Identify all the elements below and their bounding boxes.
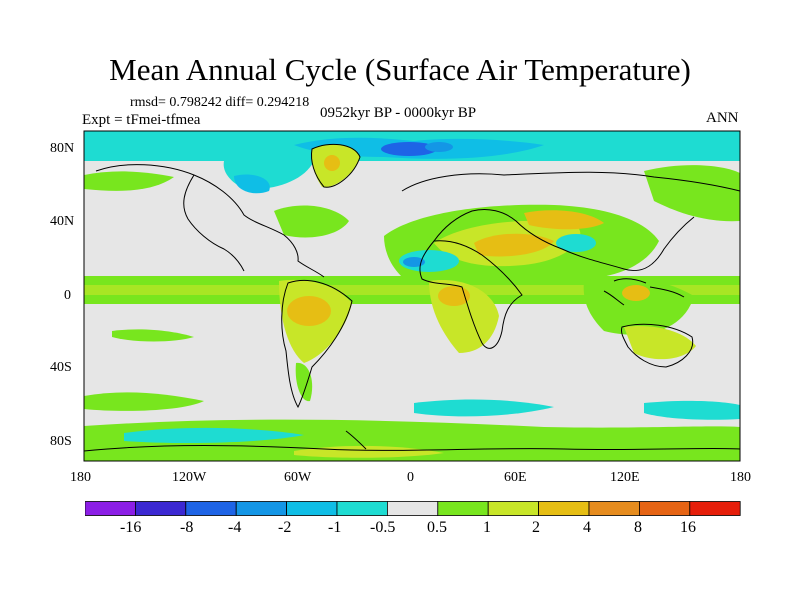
s-pacific-warm xyxy=(112,329,194,342)
amazon-warm-core xyxy=(287,296,331,326)
colorbar-label: -2 xyxy=(278,519,292,536)
colorbar-swatch xyxy=(639,501,691,516)
north-atlantic-cool-core xyxy=(234,174,270,194)
colorbar-label: -0.5 xyxy=(370,519,396,536)
colorbar-swatch xyxy=(336,501,388,516)
n-africa-cool-core xyxy=(403,257,425,267)
colorbar-swatch xyxy=(588,501,640,516)
temperature-difference-map xyxy=(83,130,741,462)
colorbar-label: -4 xyxy=(228,519,242,536)
colorbar-label: -16 xyxy=(120,519,142,536)
arctic-strong-cool xyxy=(381,142,437,156)
plot-title: Mean Annual Cycle (Surface Air Temperatu… xyxy=(109,52,691,87)
colorbar-swatch xyxy=(689,501,741,516)
indonesia-warm-core xyxy=(622,285,650,301)
central-asia-warm xyxy=(524,210,604,230)
southern-ocean-cool xyxy=(414,399,554,417)
colorbar-label: -8 xyxy=(180,519,194,536)
lat-label-40n: 40N xyxy=(50,214,75,229)
ross-sea-cool xyxy=(124,427,304,443)
colorbar-swatch xyxy=(286,501,338,516)
colorbar-label: 8 xyxy=(634,519,642,536)
colorbar-swatch xyxy=(538,501,590,516)
colorbar-label: 16 xyxy=(680,519,696,536)
lat-label-eq: 0 xyxy=(64,288,71,303)
n-america-warm xyxy=(274,205,349,238)
lon-label-60w: 60W xyxy=(284,470,312,485)
colorbar-swatch xyxy=(85,501,136,516)
colorbar-label: 0.5 xyxy=(427,519,447,536)
colorbar-label: 2 xyxy=(532,519,540,536)
patagonia-warm xyxy=(295,362,313,402)
colorbar-swatch xyxy=(487,501,540,516)
colorbar-swatch xyxy=(135,501,187,516)
colorbar-swatch xyxy=(185,501,237,516)
map-frame xyxy=(83,130,741,462)
colorbar-label: 1 xyxy=(483,519,491,536)
australia-warm xyxy=(624,325,696,360)
experiment-label: Expt = tFmei-tfmea xyxy=(82,112,201,128)
lat-label-80n: 80N xyxy=(50,141,75,156)
coastlines xyxy=(83,143,741,452)
time-period-label: 0952kyr BP - 0000kyr BP xyxy=(320,105,477,121)
lon-label-60e: 60E xyxy=(504,470,527,485)
tropical-warm-core xyxy=(84,285,740,295)
colorbar-label: -1 xyxy=(328,519,342,536)
southern-warm-1 xyxy=(84,392,204,411)
lon-label-0: 0 xyxy=(407,470,414,485)
southern-ocean-cool-2 xyxy=(644,400,740,420)
lon-label-180e: 180 xyxy=(730,470,751,485)
lon-label-120w: 120W xyxy=(172,470,207,485)
tibet-cool xyxy=(556,234,596,252)
colorbar-swatch xyxy=(386,501,439,516)
lon-label-120e: 120E xyxy=(610,470,640,485)
arctic-strong-cool-2 xyxy=(425,142,453,152)
greenland-warm-core xyxy=(324,155,340,171)
colorbar-swatch xyxy=(437,501,489,516)
lon-label-180w: 180 xyxy=(70,470,91,485)
lat-label-80s: 80S xyxy=(50,434,72,449)
ne-asia-warm xyxy=(644,165,740,222)
africa-warm-core xyxy=(438,286,470,306)
colorbar xyxy=(85,501,741,516)
n-pacific-warm xyxy=(84,171,174,191)
colorbar-label: 4 xyxy=(583,519,591,536)
maritime-warm xyxy=(583,276,694,335)
lat-label-40s: 40S xyxy=(50,360,72,375)
rmsd-diff-stats: rmsd= 0.798242 diff= 0.294218 xyxy=(130,95,310,110)
colorbar-swatch xyxy=(235,501,287,516)
middle-east-warm xyxy=(474,233,554,257)
season-label: ANN xyxy=(706,110,739,126)
